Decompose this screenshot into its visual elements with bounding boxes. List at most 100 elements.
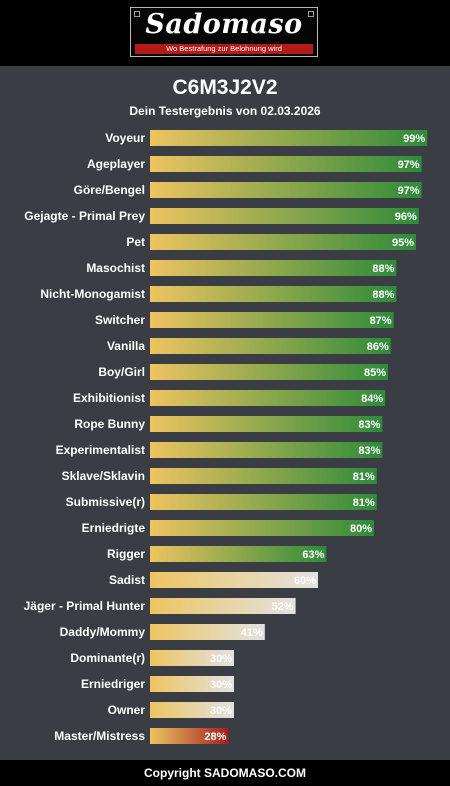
result-bar: [150, 416, 383, 432]
category-label: Ageplayer: [87, 157, 145, 171]
bar-row: Jäger - Primal Hunter 52%: [24, 598, 296, 614]
percent-label: 88%: [372, 263, 394, 275]
category-label: Sklave/Sklavin: [62, 469, 145, 483]
category-label: Jäger - Primal Hunter: [24, 599, 146, 613]
logo-ornament: [308, 11, 314, 17]
percent-label: 30%: [210, 679, 232, 691]
percent-label: 97%: [398, 159, 420, 171]
bar-row: Exhibitionist 84%: [73, 390, 386, 406]
result-bar: [150, 286, 397, 302]
bar-row: Rope Bunny 83%: [74, 416, 383, 432]
percent-label: 81%: [353, 497, 375, 509]
category-label: Sadist: [109, 573, 145, 587]
result-bar: [150, 676, 234, 692]
percent-label: 85%: [364, 367, 386, 379]
percent-label: 84%: [361, 393, 383, 405]
result-bar: [150, 572, 318, 588]
bar-row: Vanilla 86%: [107, 338, 391, 354]
percent-label: 63%: [302, 549, 324, 561]
bar-row: Daddy/Mommy 41%: [60, 624, 265, 640]
bar-row: Switcher 87%: [95, 312, 394, 328]
result-bar: [150, 364, 388, 380]
bar-row: Experimentalist 83%: [56, 442, 383, 458]
result-bar: [150, 650, 234, 666]
percent-label: 80%: [350, 523, 372, 535]
result-subtitle: Dein Testergebnis von 02.03.2026: [129, 104, 321, 118]
bar-row: Erniedrigte 80%: [82, 520, 374, 536]
percent-label: 28%: [204, 731, 226, 743]
category-label: Rigger: [107, 547, 145, 561]
result-bar: [150, 260, 397, 276]
bar-row: Master/Mistress 28%: [54, 728, 229, 744]
bar-row: Rigger 63%: [107, 546, 327, 562]
percent-label: 96%: [395, 211, 417, 223]
category-label: Exhibitionist: [73, 391, 145, 405]
bar-row: Owner 30%: [108, 702, 234, 718]
percent-label: 87%: [370, 315, 392, 327]
logo-tagline: Wo Bestrafung zur Belohnung wird: [135, 44, 313, 54]
bar-row: Nicht-Monogamist 88%: [40, 286, 397, 302]
percent-label: 86%: [367, 341, 389, 353]
category-label: Submissive(r): [66, 495, 145, 509]
result-bar: [150, 442, 383, 458]
category-label: Experimentalist: [56, 443, 145, 457]
bar-row: Boy/Girl 85%: [98, 364, 388, 380]
category-label: Erniedriger: [81, 677, 145, 691]
result-bar: [150, 702, 234, 718]
category-label: Boy/Girl: [98, 365, 145, 379]
copyright-footer: Copyright SADOMASO.COM: [0, 760, 450, 786]
result-bar: [150, 598, 296, 614]
percent-label: 30%: [210, 653, 232, 665]
percent-label: 83%: [358, 445, 380, 457]
percent-label: 88%: [372, 289, 394, 301]
bar-row: Erniedriger 30%: [81, 676, 234, 692]
category-label: Vanilla: [107, 339, 145, 353]
category-label: Erniedrigte: [82, 521, 146, 535]
bar-row: Sadist 60%: [109, 572, 318, 588]
result-bar: [150, 130, 428, 146]
bar-row: Pet 95%: [126, 234, 416, 250]
category-label: Pet: [126, 235, 145, 249]
bar-row: Ageplayer 97%: [87, 156, 422, 172]
percent-label: 97%: [398, 185, 420, 197]
result-bar: [150, 494, 377, 510]
result-title: C6M3J2V2: [172, 76, 278, 99]
category-label: Switcher: [95, 313, 145, 327]
category-label: Daddy/Mommy: [60, 625, 146, 639]
result-bar: [150, 338, 391, 354]
logo-ornament: [134, 11, 140, 17]
bar-row: Masochist 88%: [86, 260, 397, 276]
bar-row: Submissive(r) 81%: [66, 494, 377, 510]
logo-wordmark: Sadomaso: [145, 9, 303, 40]
result-bar: [150, 546, 327, 562]
result-bar: [150, 208, 419, 224]
bar-row: Dominante(r) 30%: [70, 650, 234, 666]
category-label: Nicht-Monogamist: [40, 287, 145, 301]
category-label: Dominante(r): [70, 651, 145, 665]
percent-label: 52%: [272, 601, 294, 613]
result-bar: [150, 312, 394, 328]
percent-label: 81%: [353, 471, 375, 483]
percent-label: 83%: [358, 419, 380, 431]
results-bar-chart: Voyeur 99% Ageplayer 97% Göre/Bengel 97% Gejag…: [24, 130, 428, 744]
result-bar: [150, 390, 386, 406]
result-bar: [150, 728, 229, 744]
bar-row: Sklave/Sklavin 81%: [62, 468, 377, 484]
category-label: Göre/Bengel: [74, 183, 145, 197]
percent-label: 95%: [392, 237, 414, 249]
category-label: Owner: [108, 703, 146, 717]
site-logo[interactable]: Sadomaso Wo Bestrafung zur Belohnung wir…: [130, 7, 318, 57]
result-bar: [150, 156, 422, 172]
bar-row: Gejagte - Primal Prey 96%: [24, 208, 419, 224]
result-bar: [150, 468, 377, 484]
category-label: Rope Bunny: [74, 417, 145, 431]
result-bar: [150, 182, 422, 198]
result-bar: [150, 624, 265, 640]
category-label: Voyeur: [105, 131, 145, 145]
percent-label: 60%: [294, 575, 316, 587]
category-label: Masochist: [86, 261, 145, 275]
bar-row: Göre/Bengel 97%: [74, 182, 422, 198]
bar-row: Voyeur 99%: [105, 130, 428, 146]
category-label: Gejagte - Primal Prey: [24, 209, 145, 223]
percent-label: 41%: [241, 627, 263, 639]
